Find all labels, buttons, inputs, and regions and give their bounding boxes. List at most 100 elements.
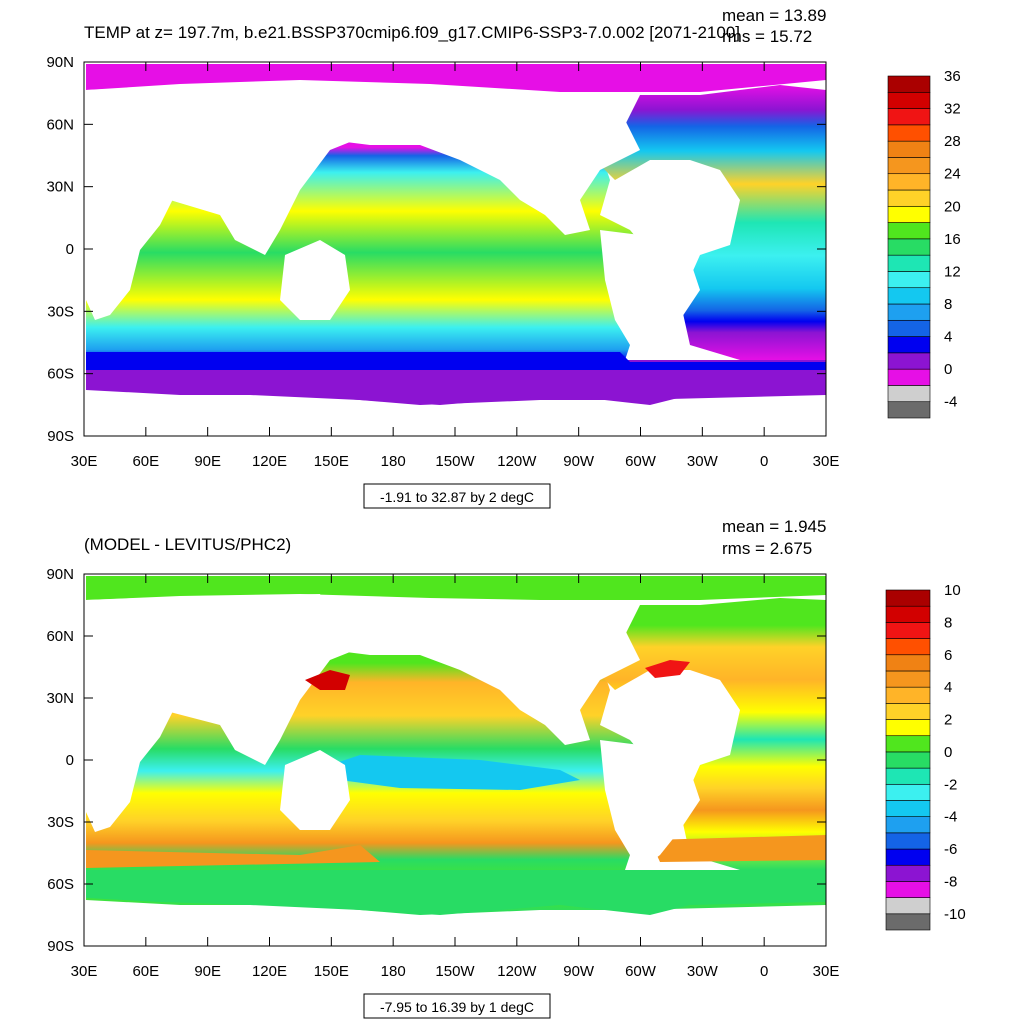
x-tick-label: 90E	[194, 453, 221, 470]
colorbar-box	[885, 735, 931, 753]
colorbar-box	[887, 254, 931, 272]
x-tick-label: 30W	[687, 453, 719, 470]
y-tick-label: 0	[66, 752, 74, 769]
warm-band-south	[86, 845, 380, 868]
colorbar-box	[885, 783, 931, 801]
y-tick-label: 0	[66, 241, 74, 258]
land-antarctica	[86, 395, 826, 436]
colorbar-label: 0	[944, 361, 952, 378]
y-tick-label: 60N	[46, 116, 74, 133]
land-antarctica	[86, 905, 826, 946]
map-field	[85, 576, 826, 946]
x-tick-label: 150W	[435, 453, 475, 470]
plot-title: TEMP at z= 197.7m, b.e21.BSSP370cmip6.f0…	[84, 23, 740, 42]
x-tick-label: 30W	[687, 963, 719, 980]
colorbar-box	[887, 140, 931, 158]
rms-label: rms = 15.72	[722, 27, 812, 46]
panel-temperature: TEMP at z= 197.7m, b.e21.BSSP370cmip6.f0…	[46, 6, 961, 509]
cool-tongue-pacific	[330, 755, 580, 790]
colorbar-box	[885, 832, 931, 850]
colorbar-box	[887, 385, 931, 403]
colorbar-label: 12	[944, 263, 961, 280]
land-asia	[86, 82, 335, 215]
warm-spot-kuroshio	[305, 670, 350, 690]
ocean-south	[86, 870, 826, 915]
colorbar-box	[887, 368, 931, 386]
colorbar-label: 0	[944, 744, 952, 761]
colorbar-box	[887, 287, 931, 305]
x-tick-label: 150W	[435, 963, 475, 980]
y-tick-label: 90N	[46, 566, 74, 583]
warm-spot-gulf-stream	[645, 660, 690, 678]
x-tick-label: 120E	[252, 963, 287, 980]
land-australia	[280, 750, 350, 830]
x-axis: 30E 60E 90E 120E 150E 180 150W 120W 90W 60W 30W 0 30…	[71, 574, 839, 980]
colorbar-label: -4	[944, 394, 957, 411]
x-tick-label: 150E	[314, 963, 349, 980]
land-australia	[280, 240, 350, 320]
plot-title: (MODEL - LEVITUS/PHC2)	[84, 535, 291, 554]
colorbar-box	[887, 401, 931, 419]
colorbar-box	[887, 271, 931, 289]
colorbar-box	[887, 238, 931, 256]
rms-label: rms = 2.675	[722, 539, 812, 558]
ocean-atlantic	[600, 85, 826, 360]
colorbar-box	[885, 848, 931, 866]
y-axis: 90N 60N 30N 0 30S 60S 90S	[46, 566, 826, 955]
x-tick-label: 120W	[497, 963, 537, 980]
colorbar-label: 36	[944, 68, 961, 85]
colorbar-label: 20	[944, 198, 961, 215]
colorbar-box	[885, 767, 931, 785]
colorbar-box	[887, 205, 931, 223]
y-axis: 90N 60N 30N 0 30S 60S 90S	[46, 54, 826, 445]
x-tick-label: 60E	[132, 453, 159, 470]
x-tick-label: 120E	[252, 453, 287, 470]
x-tick-label: 60W	[625, 453, 657, 470]
colorbar-box	[885, 670, 931, 688]
colorbar-label: 10	[944, 582, 961, 599]
colorbar-box	[887, 319, 931, 337]
x-tick-label: 150E	[314, 453, 349, 470]
colorbar: 10 8 6 4 2 0 -2 -4 -6 -8 -10	[885, 582, 966, 931]
land-africa	[85, 150, 175, 320]
colorbar-box	[887, 124, 931, 142]
colorbar-label: -2	[944, 776, 957, 793]
colorbar-label: 2	[944, 712, 952, 729]
y-tick-label: 90N	[46, 54, 74, 71]
x-tick-label: 0	[760, 453, 768, 470]
land-south-america	[600, 230, 700, 360]
colorbar-box	[887, 75, 931, 93]
colorbar-box	[885, 703, 931, 720]
land-north-america	[330, 95, 640, 235]
colorbar-box	[885, 864, 931, 882]
colorbar-label: 6	[944, 647, 952, 664]
range-box	[363, 483, 551, 509]
x-tick-label: 90W	[563, 963, 595, 980]
colorbar-label: 8	[944, 296, 952, 313]
colorbar: 36 32 28 24 20 16 12 8 4 0 -4	[887, 68, 961, 419]
colorbar-label: 8	[944, 614, 952, 631]
colorbar-label: -8	[944, 873, 957, 890]
range-label: -1.91 to 32.87 by 2 degC	[380, 489, 534, 505]
colorbar-label: 24	[944, 166, 961, 183]
colorbar-box	[885, 751, 931, 769]
colorbar-label: 4	[944, 329, 952, 346]
x-tick-label: 30E	[71, 453, 98, 470]
colorbar-label: -10	[944, 906, 966, 923]
colorbar-box	[887, 303, 931, 321]
map-field	[85, 64, 826, 436]
colorbar-box	[885, 605, 931, 623]
x-tick-label: 30E	[813, 453, 840, 470]
x-tick-label: 120W	[497, 453, 537, 470]
land-north-america	[330, 605, 640, 745]
colorbar-box	[887, 352, 931, 370]
x-tick-label: 90W	[563, 453, 595, 470]
colorbar-box	[887, 336, 931, 354]
mean-label: mean = 1.945	[722, 517, 826, 536]
x-tick-label: 60E	[132, 963, 159, 980]
colorbar-label: 28	[944, 133, 961, 150]
colorbar-box	[885, 800, 931, 817]
colorbar-box	[885, 816, 931, 834]
land-africa	[85, 662, 175, 832]
